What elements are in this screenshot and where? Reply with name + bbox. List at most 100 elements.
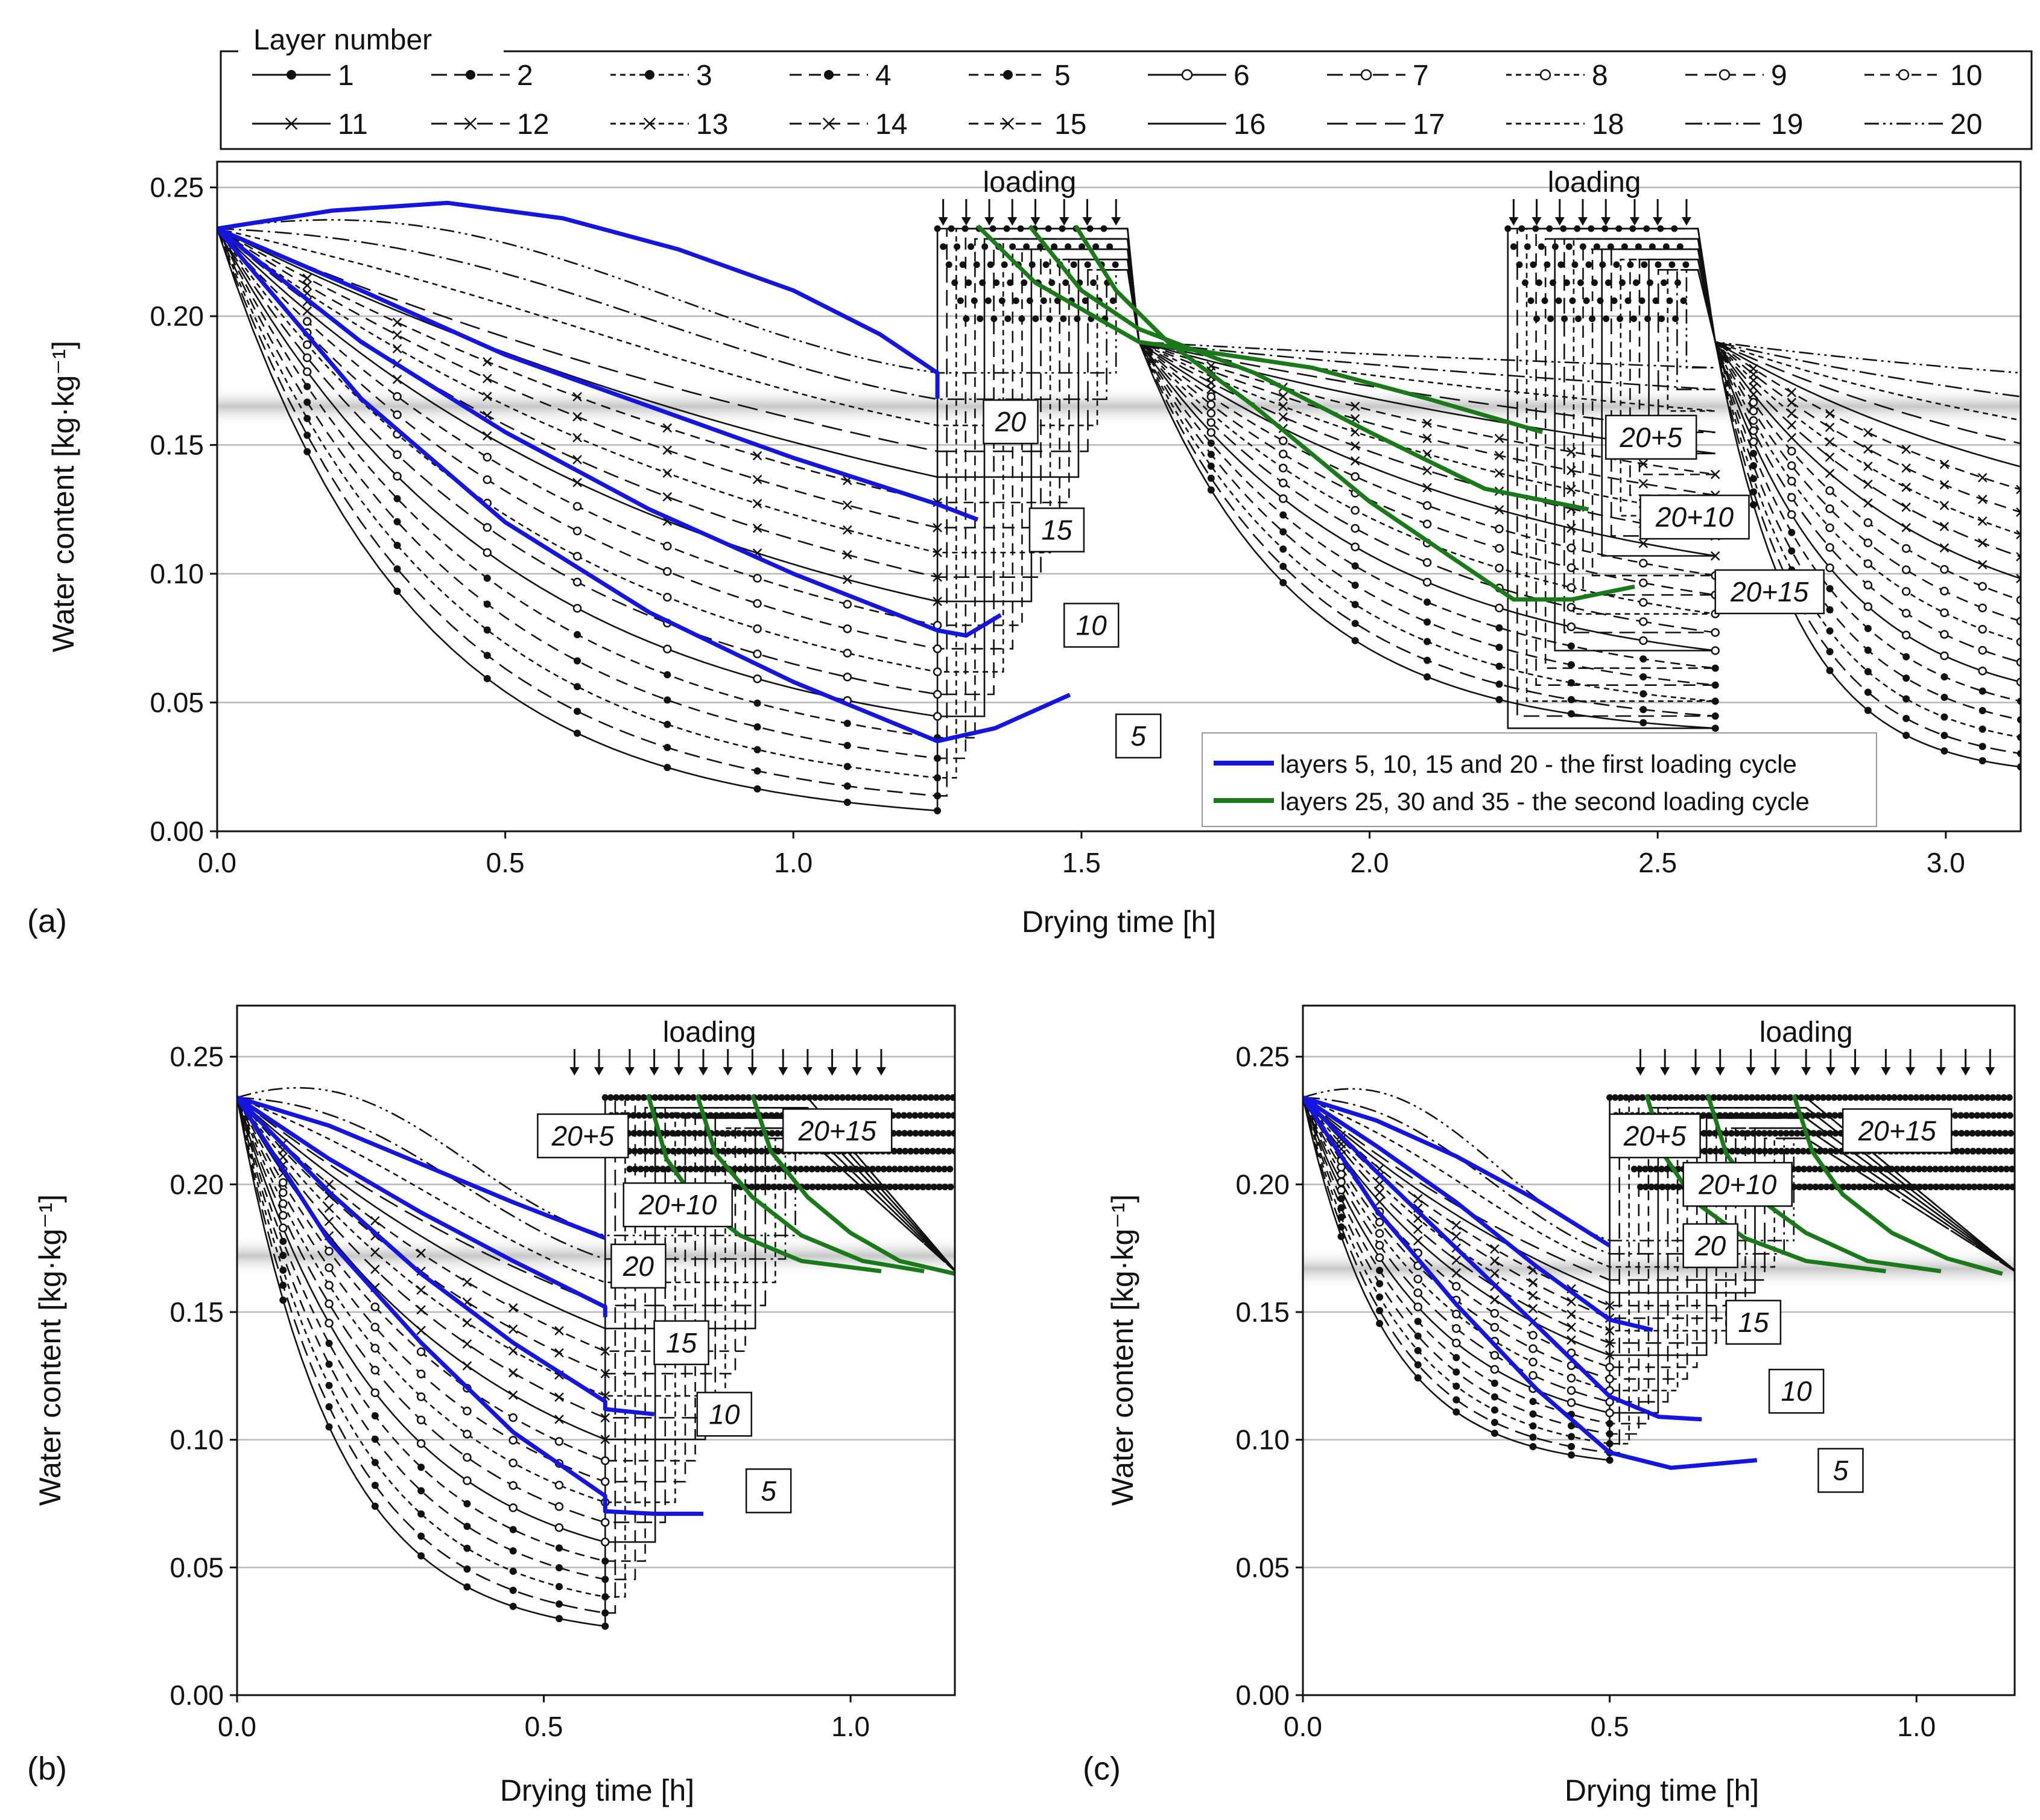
a-layer-19-curve xyxy=(217,227,2021,401)
b-loading-0-dot xyxy=(770,1184,778,1191)
a-layer-12-marker-11 xyxy=(1422,466,1432,475)
a-layer-1-marker-3 xyxy=(574,729,581,737)
b-layer-12-marker-2 xyxy=(370,1264,380,1274)
c-loading-0-dot xyxy=(1891,1094,1898,1101)
a-loading-0-dot xyxy=(1021,279,1028,287)
a-layer-11-marker-13 xyxy=(1566,523,1576,533)
b-tag-box-6 xyxy=(745,1468,792,1514)
a-layer-8-marker-21 xyxy=(1940,608,1949,618)
c-loading-0-dot xyxy=(1800,1147,1807,1155)
b-layer-8-marker-4 xyxy=(463,1430,472,1439)
a-loading-1-dot xyxy=(1658,315,1665,322)
a-layer-15-marker-11 xyxy=(1422,418,1432,428)
b-layer-2-marker-0 xyxy=(279,1281,287,1289)
a-layer-5-marker-2 xyxy=(483,574,491,582)
b-loading-0-dot xyxy=(941,1165,948,1173)
c-loading-0-dot xyxy=(1744,1130,1752,1137)
c-layer-4-marker-6 xyxy=(1568,1422,1576,1430)
b-loading-0-dot xyxy=(809,1184,816,1191)
a-loading-1-dot xyxy=(1571,261,1579,268)
b-layer-10-marker-5 xyxy=(508,1413,518,1422)
b-layer-15-marker-4 xyxy=(462,1277,472,1287)
c-loading-0-dot xyxy=(1740,1147,1747,1155)
c-loading-0-dot xyxy=(1755,1130,1763,1137)
a-ytick-label-1: 0.05 xyxy=(150,687,204,718)
a-layer-3-marker-3 xyxy=(574,683,581,691)
a-layer-12-marker-20 xyxy=(1901,503,1911,512)
a-loading-0-dot xyxy=(1028,261,1036,268)
a-layer-1-marker-22 xyxy=(1978,757,1986,765)
c-loading-0-dot xyxy=(1863,1094,1871,1101)
a-layer-6-marker-3 xyxy=(572,604,582,613)
b-loading-0-dot xyxy=(697,1130,704,1137)
a-layer-10-marker-10 xyxy=(1351,472,1360,481)
legend-entry-5: 5 xyxy=(969,60,1071,92)
b-loading-0-dot xyxy=(674,1130,682,1137)
b-loading-arrowhead-0-0 xyxy=(569,1067,580,1076)
c-loading-0-dot xyxy=(2008,1147,2015,1155)
c-layer-8-marker-5 xyxy=(1528,1357,1538,1367)
a-loading-1-dot xyxy=(1547,315,1554,322)
b-layer-1-marker-4 xyxy=(463,1583,471,1591)
b-loading-0-dot xyxy=(896,1165,904,1173)
b-loading-0-dot xyxy=(753,1165,760,1173)
c-loading-0-dot xyxy=(1964,1147,1971,1155)
b-loading-0-dot xyxy=(723,1094,730,1101)
c-loading-0-dot xyxy=(1815,1112,1822,1119)
b-loading-0-dot xyxy=(847,1184,855,1191)
c-loading-0-dot xyxy=(1921,1184,1928,1191)
a-loading-0-dot xyxy=(945,261,952,268)
b-layer-12-curve xyxy=(237,1097,955,1419)
a-loading-1-dot xyxy=(1671,225,1678,232)
a-layer-11-marker-18 xyxy=(1825,469,1835,478)
b-loading-0-dot xyxy=(629,1094,636,1101)
legend-entry-14: 14 xyxy=(790,109,907,141)
a-layer-4-marker-3 xyxy=(574,657,581,665)
a-layer-10-marker-16 xyxy=(1749,398,1758,407)
b-loading-0-dot xyxy=(852,1165,860,1173)
a-layer-3-marker-1 xyxy=(393,541,401,549)
panel-a-xlabel: Drying time [h] xyxy=(1022,905,1216,939)
c-layer-10-marker-5 xyxy=(1528,1331,1538,1340)
b-loading-0-dot xyxy=(922,1112,930,1119)
a-layer-13-marker-2 xyxy=(483,392,492,402)
c-loading-0-dot xyxy=(1641,1165,1649,1173)
c-loading-0-dot xyxy=(1888,1165,1895,1173)
a-layer-20-curve xyxy=(217,219,2021,374)
c-loading-0-dot xyxy=(1750,1147,1758,1155)
b-layer-4-marker-3 xyxy=(417,1487,425,1495)
c-loading-0-dot xyxy=(1612,1094,1619,1101)
c-loading-0-dot xyxy=(2006,1094,2013,1101)
a-tag-box-6 xyxy=(1714,569,1825,615)
a-loading-0-dot xyxy=(1048,279,1056,287)
a-layer-12-marker-9 xyxy=(1278,412,1288,422)
b-loading-0-dot xyxy=(784,1094,791,1101)
c-layer-4-curve xyxy=(1303,1097,2015,1435)
b-loading-arrowhead-0-4 xyxy=(674,1067,684,1076)
c-loading-0-dot xyxy=(1981,1184,1989,1191)
c-loading-0-dot xyxy=(1866,1165,1874,1173)
b-loading-0-dot xyxy=(935,1147,942,1155)
c-loading-0-dot xyxy=(1969,1130,1976,1137)
c-loading-0-dot xyxy=(1877,1165,1884,1173)
c-loading-0-dot xyxy=(1700,1130,1708,1137)
c-layer-1-marker-5 xyxy=(1529,1443,1537,1451)
a-layer-3-marker-15 xyxy=(1711,697,1719,705)
legend-entry-19: 19 xyxy=(1685,109,1803,141)
b-loading-0-dot xyxy=(902,1165,910,1173)
c-loading-0-dot xyxy=(1766,1130,1773,1137)
c-loading-0-dot xyxy=(1985,1112,1992,1119)
a-loading-0-dot xyxy=(965,279,972,287)
a-layer-3-marker-6 xyxy=(843,763,851,770)
a-loading-0-dot xyxy=(954,243,961,250)
c-loading-0-dot xyxy=(1787,1112,1795,1119)
a-layer-1-marker-20 xyxy=(1902,732,1910,740)
legend-label-19: 19 xyxy=(1771,109,1803,141)
c-loading-0-dot xyxy=(1969,1147,1977,1155)
b-loading-0-dot xyxy=(762,1112,770,1119)
b-loading-0-dot xyxy=(756,1094,764,1101)
c-ytick-label-5: 0.25 xyxy=(1235,1041,1290,1073)
a-layer-15-marker-21 xyxy=(1939,459,1950,469)
a-loading-0-dot xyxy=(1040,297,1047,305)
a-layer-7-marker-7 xyxy=(933,690,942,699)
